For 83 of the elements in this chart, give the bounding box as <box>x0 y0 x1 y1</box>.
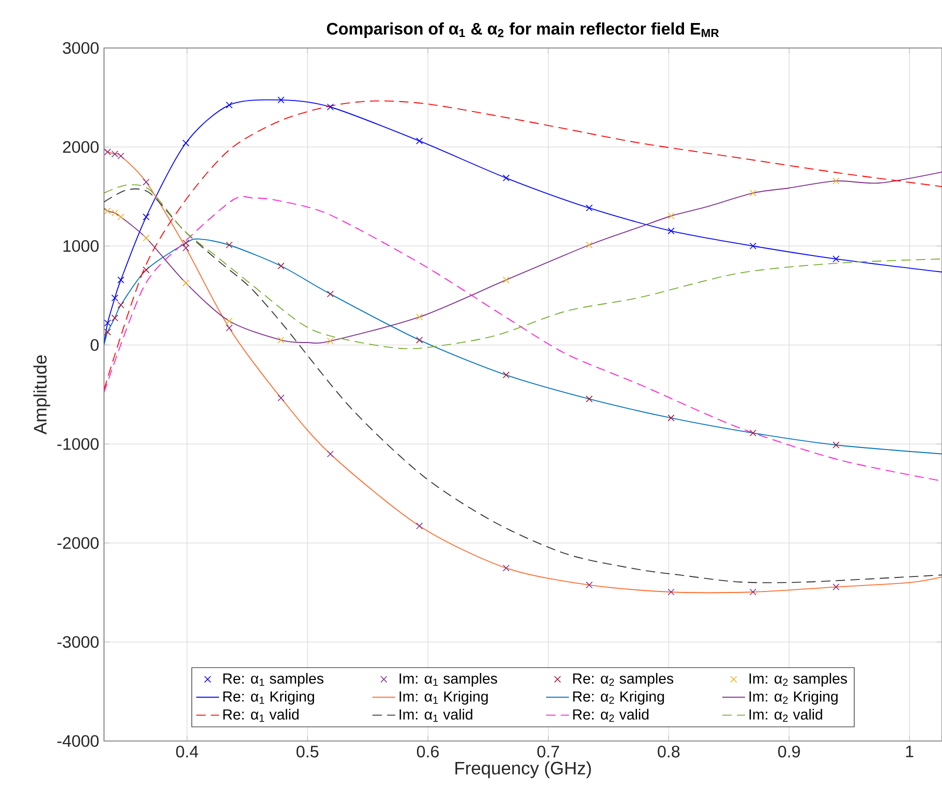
point <box>750 430 756 436</box>
point <box>668 228 675 234</box>
x-axis-title: Frequency (GHz) <box>455 761 591 778</box>
point <box>750 190 756 196</box>
point <box>586 582 593 588</box>
point <box>182 240 190 246</box>
point <box>117 214 124 220</box>
point <box>832 256 840 262</box>
point <box>278 96 284 104</box>
point <box>326 338 334 344</box>
y-tick-label: 2000 <box>63 141 99 153</box>
chart-title: Comparison of α$_{1}$ & α$_{2}$ for main reflector field E$_{MR}$ <box>326 22 719 38</box>
y-tick-label: 3000 <box>62 42 99 54</box>
point <box>226 324 233 332</box>
point <box>326 290 334 298</box>
point <box>750 242 756 250</box>
point <box>117 302 124 308</box>
point <box>278 336 284 344</box>
legend-label: Im: α$_{2}$ valid <box>750 708 822 722</box>
y-tick-label: 1000 <box>63 240 99 252</box>
x-tick-label: 0.7 <box>537 746 560 758</box>
point <box>111 314 118 322</box>
legend-label: Re: α$_{1}$ Kriging <box>223 690 314 705</box>
x-tick-label: 0.5 <box>296 746 318 758</box>
legend-label: Im: α$_{2}$ Kriging <box>750 690 838 705</box>
point <box>111 294 118 302</box>
point <box>502 276 510 284</box>
point <box>416 336 423 344</box>
x-tick-label: 0.4 <box>176 746 198 758</box>
point <box>326 450 334 458</box>
legend-label: Im: α$_{1}$ valid <box>400 708 472 722</box>
legend-label: Re: α$_{1}$ valid <box>223 708 299 722</box>
point <box>750 588 756 596</box>
point <box>586 204 593 212</box>
y-tick-label: -2000 <box>57 537 99 549</box>
point <box>104 328 112 336</box>
point <box>416 522 423 530</box>
y-tick-label: 0 <box>90 339 99 351</box>
point <box>142 214 150 220</box>
point <box>142 234 150 242</box>
point <box>226 318 233 324</box>
point <box>142 178 150 186</box>
point <box>182 140 190 146</box>
point <box>832 178 840 184</box>
point <box>832 442 840 448</box>
legend-label: Im: α$_{1}$ samples <box>400 672 498 687</box>
point <box>104 320 112 326</box>
point <box>502 372 510 378</box>
line-series <box>104 238 942 454</box>
point <box>416 314 423 320</box>
point <box>668 414 675 422</box>
point <box>226 242 233 248</box>
point <box>182 244 190 252</box>
point <box>278 394 284 402</box>
legend-label: Re: α$_{2}$ samples <box>573 672 674 687</box>
legend-label: Re: α$_{2}$ valid <box>573 708 648 722</box>
x-tick-label: 1 <box>906 746 914 758</box>
y-tick-label: -3000 <box>57 636 99 648</box>
line-series <box>104 100 942 390</box>
point <box>832 584 840 590</box>
point <box>226 102 233 108</box>
point <box>668 212 675 220</box>
point <box>117 276 124 284</box>
y-axis-title: Amplitude <box>33 355 50 434</box>
point <box>668 588 675 596</box>
legend-label: Re: α$_{1}$ samples <box>223 672 324 687</box>
y-tick-label: -1000 <box>57 438 99 450</box>
x-tick-label: 0.9 <box>778 746 800 758</box>
point <box>586 242 593 248</box>
x-tick-label: 0.6 <box>416 746 439 758</box>
y-tick-label: -4000 <box>57 735 99 747</box>
legend-label: Im: α$_{2}$ samples <box>750 672 847 687</box>
point <box>326 104 334 110</box>
point <box>502 174 510 182</box>
x-tick-label: 0.8 <box>658 746 680 758</box>
point <box>182 280 190 286</box>
point <box>142 266 150 274</box>
legend-label: Im: α$_{1}$ Kriging <box>400 690 488 705</box>
legend-label: Re: α$_{2}$ Kriging <box>573 690 664 705</box>
point <box>586 396 593 402</box>
point <box>416 138 423 144</box>
point <box>502 564 510 572</box>
point <box>278 262 284 270</box>
